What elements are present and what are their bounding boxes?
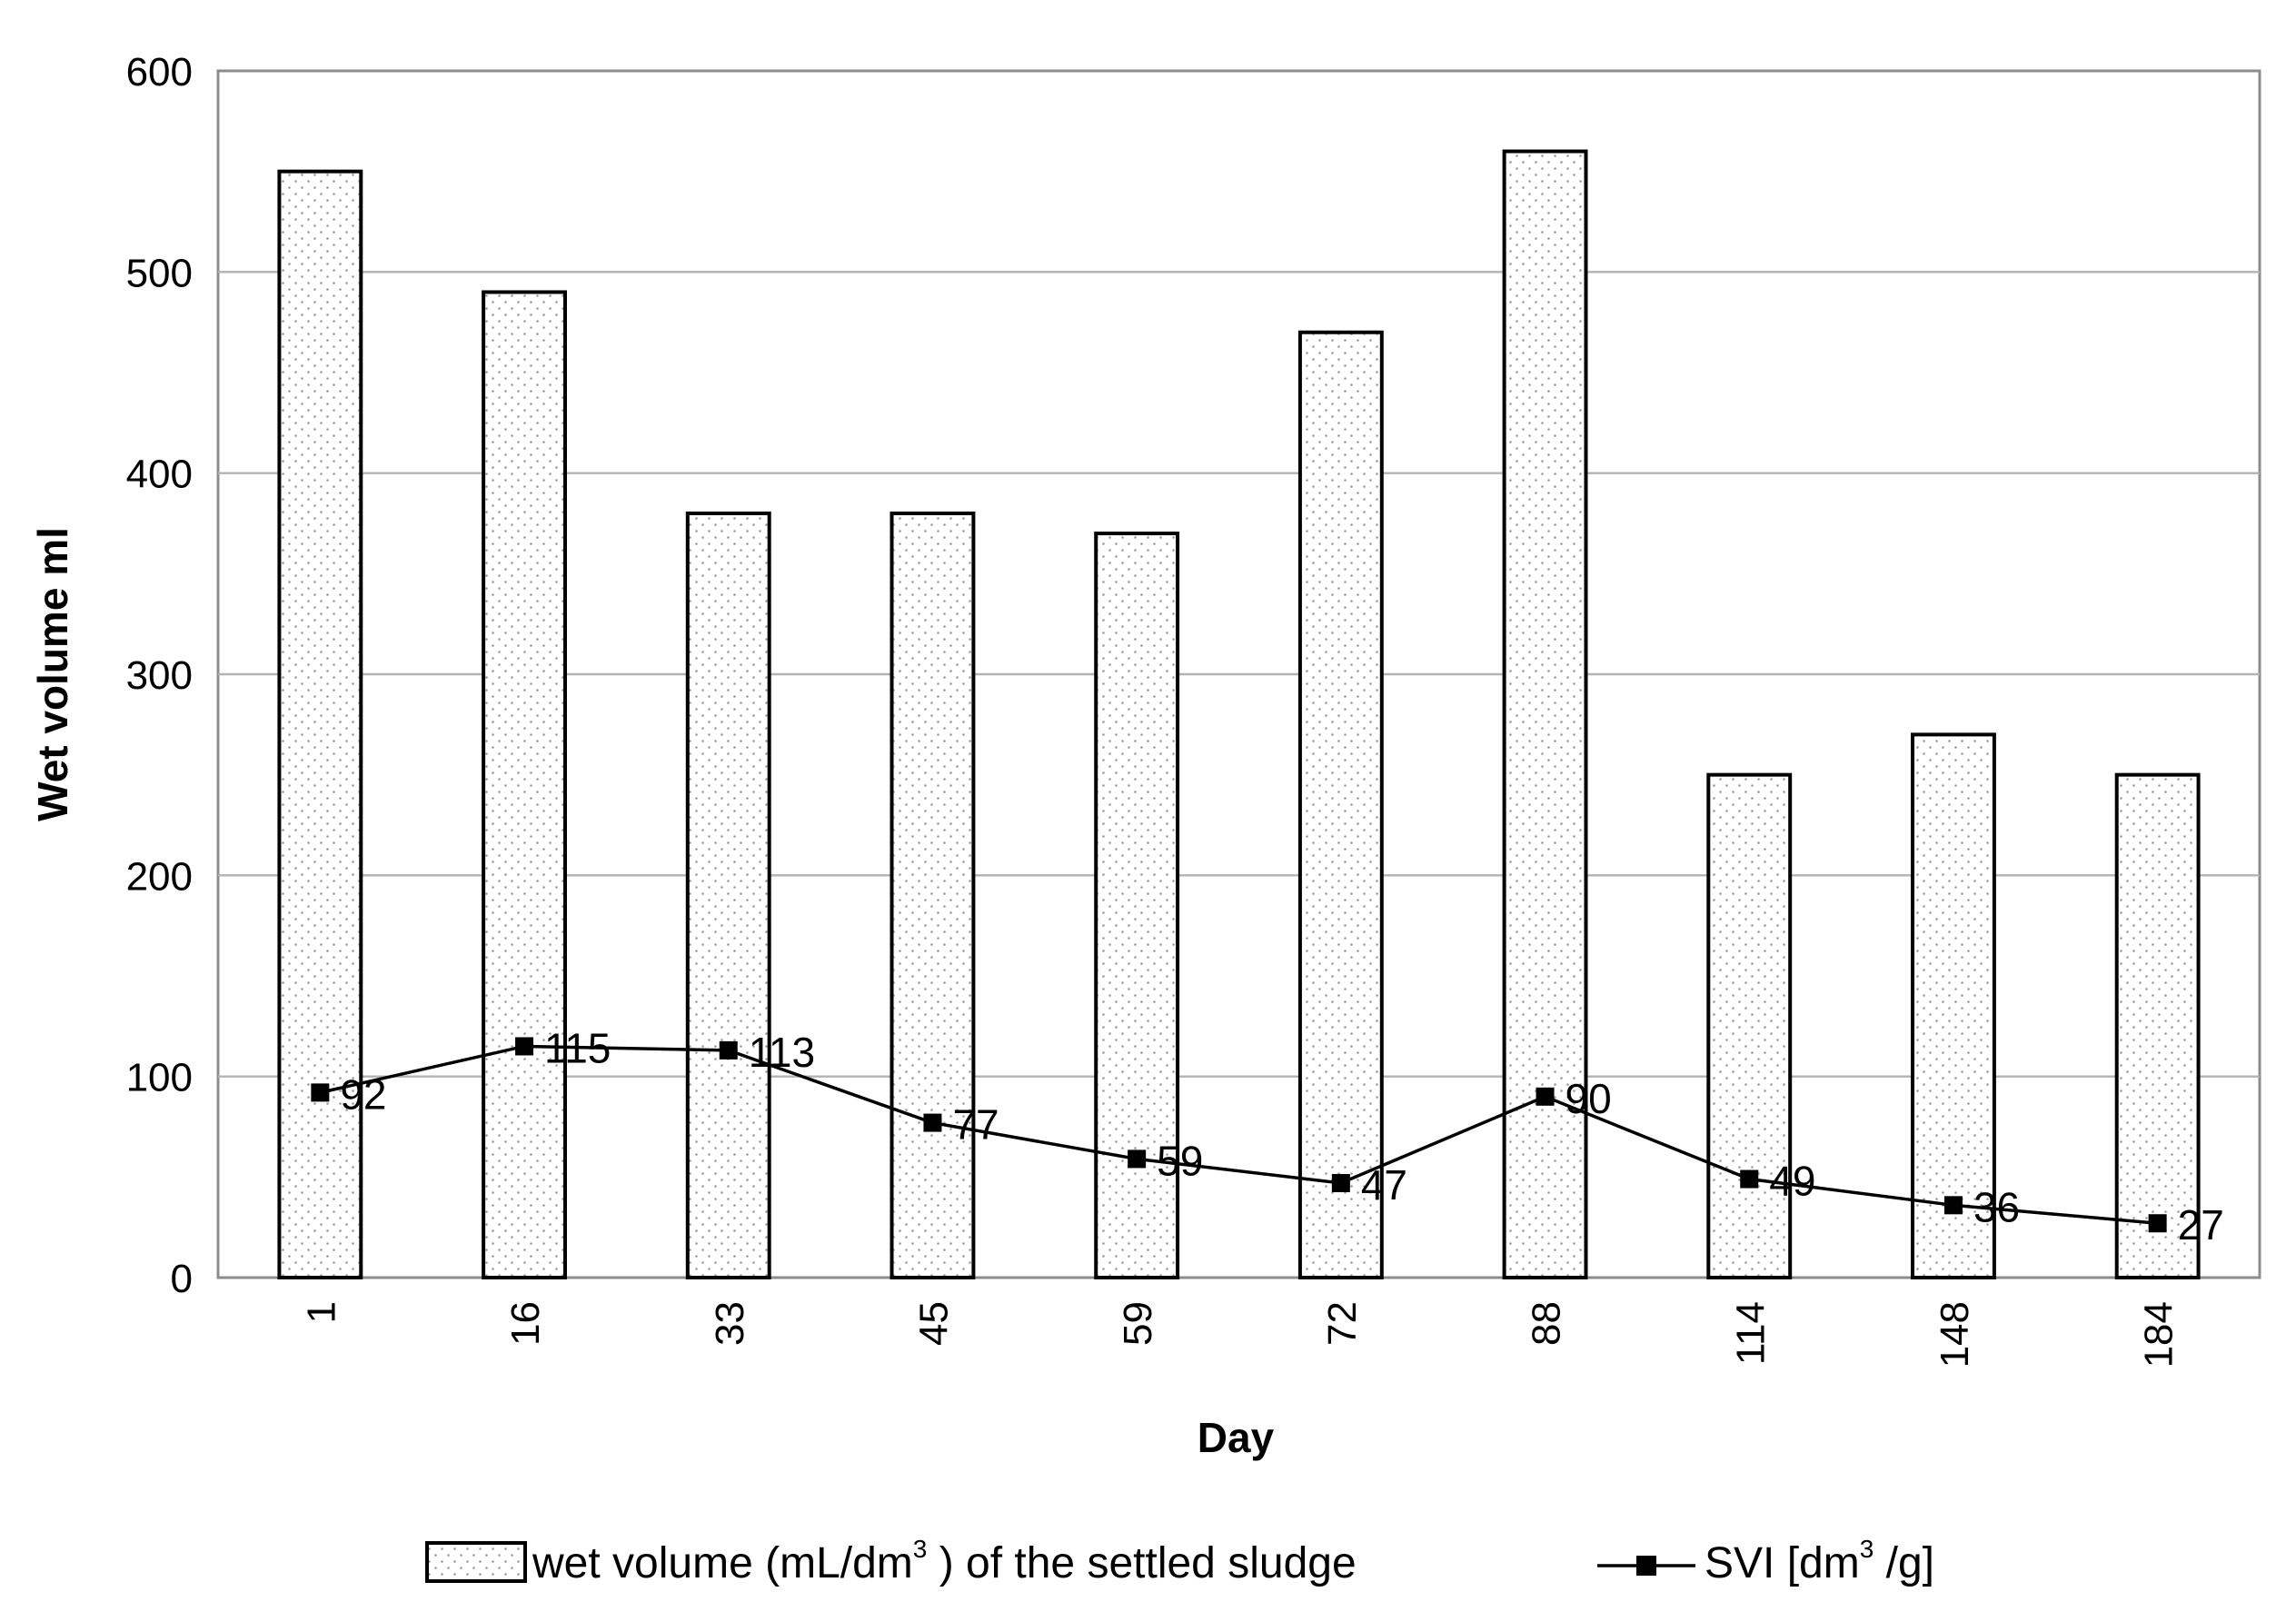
x-axis-ticks: 1 16 33 45 59 72 88 114 148 184 [299,1301,2181,1368]
y-axis-ticks: 0 100 200 300 400 500 600 [126,50,193,1301]
svi-data-label: 113 [749,1029,815,1076]
svi-data-label: 36 [1973,1183,2020,1230]
y-tick-label: 600 [126,50,193,95]
bar-wet-volume [2114,772,2201,1279]
x-axis-title: Day [1198,1414,1275,1461]
y-tick-label: 0 [171,1257,193,1301]
svi-marker [1128,1149,1147,1169]
svi-marker [1943,1196,1963,1215]
y-tick-label: 300 [126,653,193,698]
y-tick-label: 100 [126,1056,193,1100]
svi-line [319,1044,2158,1225]
legend-line-label: SVI [dm3 /g] [1705,1535,1934,1587]
svi-data-label: 92 [340,1070,386,1118]
bar-wet-volume [685,511,771,1279]
svi-marker [1740,1169,1759,1189]
bar-wet-volume [890,511,976,1279]
bar-wet-volume [482,290,567,1279]
x-tick-label: 45 [911,1301,956,1346]
x-tick-label: 88 [1525,1301,1569,1346]
x-tick-label: 16 [503,1301,548,1346]
svi-marker [719,1040,738,1060]
svi-data-label: 27 [2178,1201,2224,1249]
y-tick-label: 500 [126,251,193,295]
svi-data-label: 77 [952,1101,999,1149]
svi-data-label: 59 [1157,1137,1203,1184]
svi-marker [515,1037,534,1056]
bar-wet-volume [1911,732,1996,1279]
x-tick-label: 114 [1728,1301,1773,1365]
svi-data-label: 90 [1565,1075,1612,1122]
svi-marker [1536,1087,1555,1106]
x-tick-label: 33 [708,1301,752,1346]
x-tick-label: 72 [1320,1301,1365,1346]
svi-marker [1331,1173,1350,1192]
bar-wet-volume [1706,772,1793,1279]
svi-marker [311,1083,330,1102]
x-tick-label: 59 [1116,1301,1160,1346]
y-axis-title: Wet volume ml [29,527,76,821]
legend: wet volume (mL/dm3 ) of the settled slud… [425,1535,1934,1587]
svi-marker [2148,1214,2167,1233]
svi-data-label: 115 [544,1024,611,1071]
legend-line-marker [1636,1556,1656,1576]
svi-marker [923,1113,942,1132]
y-tick-label: 400 [126,453,193,497]
bar-wet-volume [1297,330,1384,1280]
svi-data-label: 47 [1361,1161,1407,1209]
svi-series: 92 115 113 77 59 47 90 49 36 27 [311,1024,2224,1249]
legend-bar-swatch [425,1541,527,1583]
legend-bar-label: wet volume (mL/dm3 ) of the settled slud… [532,1535,1357,1587]
x-tick-label: 184 [2137,1301,2182,1368]
x-tick-label: 148 [1933,1301,1977,1368]
y-tick-label: 200 [126,854,193,899]
x-tick-label: 1 [299,1301,343,1323]
svi-data-label: 49 [1769,1158,1815,1205]
